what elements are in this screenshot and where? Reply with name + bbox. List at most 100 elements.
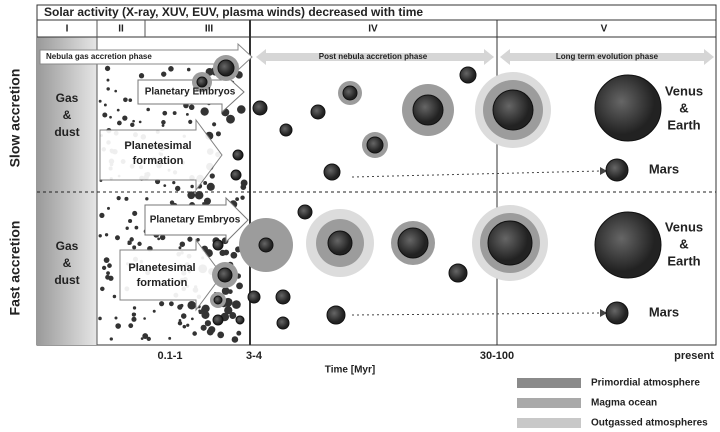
legend-swatch [517, 378, 581, 388]
planetesimal [186, 323, 190, 327]
planetesimal [125, 226, 129, 230]
planetesimal [185, 112, 189, 116]
planetesimal [240, 195, 245, 200]
planetesimal [130, 122, 135, 128]
planet-core [275, 289, 291, 305]
planetesimal [98, 316, 102, 321]
planetesimal [206, 182, 215, 191]
planetesimal [146, 107, 150, 112]
planetesimal [143, 317, 146, 320]
planetesimal [116, 196, 121, 201]
planet-name: Venus [665, 83, 703, 98]
planetesimal [187, 191, 196, 200]
planetesimal [231, 336, 239, 343]
phase-label: V [601, 24, 608, 35]
planet-core [258, 237, 274, 253]
planetesimal [159, 301, 165, 307]
phase-label: I [66, 24, 69, 35]
planetesimal [99, 212, 105, 218]
planetesimal [161, 124, 165, 127]
planetesimal [236, 330, 242, 336]
planetesimal [103, 103, 107, 107]
planet-core [397, 227, 429, 259]
gas-dust-label: Gas [56, 239, 79, 253]
planet-name: Mars [649, 304, 679, 319]
planetesimal [229, 312, 237, 320]
planetesimal [168, 66, 174, 72]
embryo-label: Planetary Embryos [145, 87, 236, 98]
planetesimal [235, 197, 240, 202]
planetesimal [115, 235, 120, 241]
row-label: Fast accretion [7, 221, 23, 316]
planetesimal [219, 249, 226, 257]
planetesimal [134, 225, 139, 230]
planet-name: Mars [649, 161, 679, 176]
planetesimal [203, 181, 208, 185]
planetesimal [190, 184, 194, 189]
planetesimal [138, 120, 142, 124]
planetesimal [226, 114, 235, 124]
planet-core [492, 89, 534, 131]
gas-dust-label: & [63, 108, 72, 122]
planet-core [279, 123, 293, 137]
planet-core [235, 315, 245, 325]
planet-core [213, 295, 223, 305]
planet-core [487, 220, 533, 266]
gas-column [37, 37, 97, 345]
planetesimal [240, 184, 247, 191]
planetesimal [177, 320, 183, 326]
planetesimal [128, 323, 134, 329]
planet [594, 74, 662, 142]
evolution-line [351, 170, 601, 178]
planet-core [232, 149, 244, 161]
planetesimal [102, 112, 108, 118]
planetesimal [115, 323, 121, 329]
planetesimal [188, 119, 193, 124]
time-tick: 3-4 [246, 350, 263, 362]
phase-label: II [118, 24, 124, 35]
planetesimal [200, 107, 209, 116]
planetesimal [100, 286, 105, 292]
planetesimal [206, 328, 214, 336]
planetesimal [188, 104, 195, 110]
planet-name: Venus [665, 219, 703, 234]
planet-core [252, 100, 268, 116]
planetesimal [138, 73, 145, 79]
planetesimal-label: formation [133, 155, 184, 167]
planetesimal [98, 234, 102, 238]
planet-core [212, 239, 224, 251]
planetesimal [232, 300, 241, 309]
phase-arrow-label: Nebula gas accretion phase [46, 52, 152, 61]
planet-core [326, 305, 346, 325]
planetesimal [142, 333, 149, 339]
planetesimal [104, 65, 111, 72]
planetesimal [159, 234, 166, 241]
planetesimal [188, 302, 196, 310]
planetesimal [224, 306, 233, 315]
planet-core [247, 290, 261, 304]
planetesimal [127, 240, 132, 245]
planetesimal [163, 184, 167, 187]
planetesimal [187, 236, 193, 242]
phase-arrow-label: Long term evolution phase [556, 52, 659, 61]
gas-dust-label: dust [54, 125, 79, 139]
planetesimal [132, 306, 137, 310]
time-axis-label: Time [Myr] [325, 365, 375, 376]
planetesimal [107, 263, 112, 268]
planetesimal [209, 173, 215, 179]
planetesimal [179, 241, 186, 247]
gas-dust-label: dust [54, 273, 79, 287]
process-arrow [119, 238, 223, 312]
planet-core [412, 94, 444, 126]
planetesimal [212, 122, 217, 127]
legend-swatch [517, 398, 581, 408]
planetesimal [140, 337, 144, 340]
planetesimal [124, 196, 129, 201]
legend-label: Magma ocean [591, 398, 657, 409]
planetesimal [132, 119, 135, 123]
planetesimal [131, 316, 137, 322]
phase-arrow [39, 42, 253, 72]
planetesimal [145, 197, 149, 201]
evolution-line [351, 312, 601, 316]
planetesimal-label: Planetesimal [124, 140, 191, 152]
